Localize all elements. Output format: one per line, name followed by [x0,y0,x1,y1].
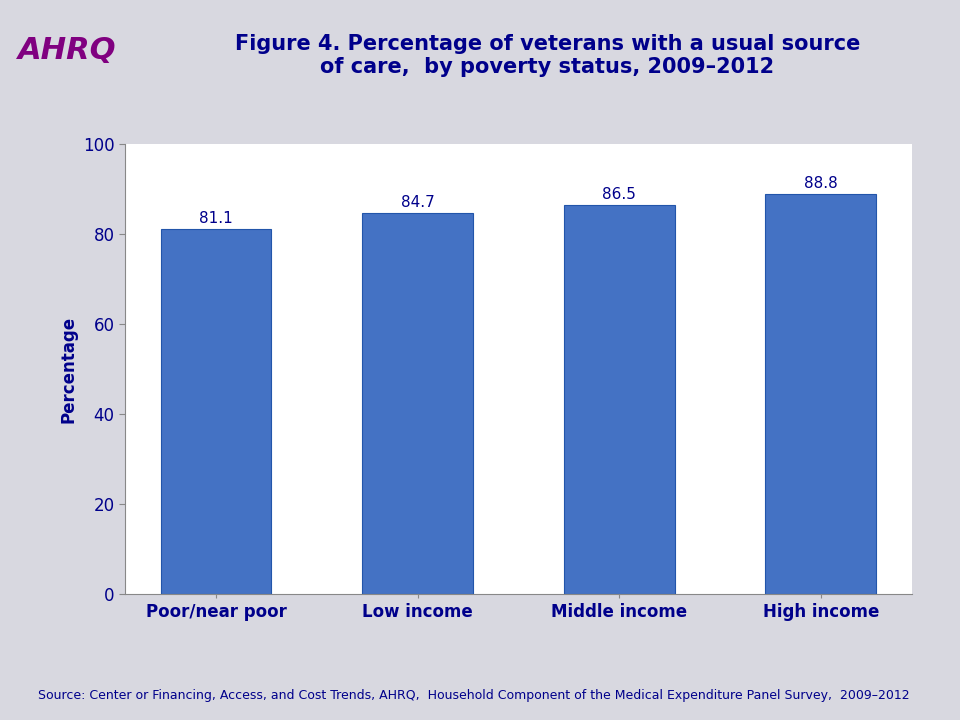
Text: 88.8: 88.8 [804,176,838,192]
Text: Source: Center or Financing, Access, and Cost Trends, AHRQ,  Household Component: Source: Center or Financing, Access, and… [38,689,910,702]
Bar [564,204,675,594]
Text: AHRQ: AHRQ [18,36,116,65]
Text: 81.1: 81.1 [199,211,233,226]
Y-axis label: Percentage: Percentage [60,315,77,423]
Text: 86.5: 86.5 [602,186,636,202]
Text: Figure 4. Percentage of veterans with a usual source
of care,  by poverty status: Figure 4. Percentage of veterans with a … [234,34,860,77]
Text: 84.7: 84.7 [400,194,435,210]
Bar [160,229,272,594]
Bar [765,194,876,594]
Bar [362,213,473,594]
